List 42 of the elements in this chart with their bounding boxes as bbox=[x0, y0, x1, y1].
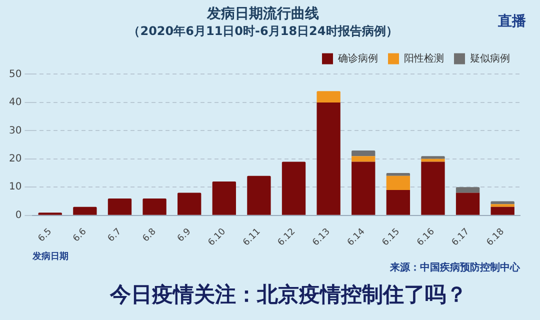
bar bbox=[316, 102, 340, 215]
bar bbox=[386, 190, 410, 215]
bar bbox=[386, 173, 410, 176]
legend-label: 疑似病例 bbox=[470, 52, 510, 64]
bar bbox=[108, 198, 132, 215]
bar bbox=[352, 150, 376, 156]
x-tick-label: 6.8 bbox=[141, 226, 159, 244]
bar bbox=[421, 156, 445, 159]
bar bbox=[178, 192, 202, 215]
bar bbox=[490, 204, 514, 207]
bar bbox=[456, 192, 480, 215]
bar bbox=[421, 162, 445, 215]
bar bbox=[490, 206, 514, 215]
y-tick-label: 30 bbox=[8, 125, 22, 136]
bar bbox=[421, 158, 445, 162]
text: 今日疫情关注：北京疫情控制住了吗？ bbox=[109, 282, 467, 306]
bar bbox=[386, 176, 410, 190]
legend-label: 确诊病例 bbox=[337, 52, 378, 64]
bar bbox=[282, 162, 306, 215]
y-tick-label: 20 bbox=[8, 154, 22, 165]
bar bbox=[352, 156, 376, 162]
bar bbox=[73, 206, 97, 215]
y-tick-label: 0 bbox=[15, 210, 22, 221]
bar bbox=[456, 187, 480, 193]
bar bbox=[316, 91, 340, 102]
bar bbox=[142, 198, 166, 215]
y-tick-label: 50 bbox=[8, 68, 22, 80]
bar bbox=[247, 176, 271, 215]
x-tick-label: 6.5 bbox=[36, 226, 54, 244]
bar bbox=[212, 182, 236, 215]
x-tick-label: 6.7 bbox=[106, 226, 124, 244]
y-tick-label: 40 bbox=[8, 97, 22, 108]
chart-subtitle: （2020年6月11日0时-6月18日24时报告病例） bbox=[128, 24, 398, 38]
x-axis-title: 发病日期 bbox=[32, 250, 69, 262]
x-tick-label: 6.9 bbox=[176, 226, 194, 244]
bar bbox=[352, 162, 376, 215]
chart-title: 发病日期流行曲线 bbox=[206, 5, 319, 22]
x-tick-label: 6.6 bbox=[72, 226, 89, 244]
legend-label: 阳性检测 bbox=[404, 52, 444, 64]
y-tick-label: 10 bbox=[8, 182, 22, 193]
text: 直播 bbox=[497, 14, 527, 30]
source-note: 来源：中国疾病预防控制中心 bbox=[389, 262, 521, 274]
